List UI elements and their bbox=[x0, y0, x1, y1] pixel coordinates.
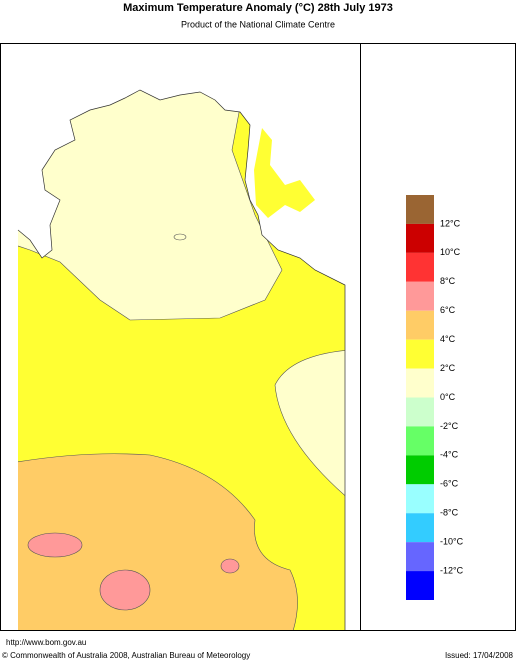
legend-label: -6°C bbox=[440, 479, 459, 489]
legend-swatch bbox=[406, 195, 434, 224]
legend-swatch bbox=[406, 484, 434, 514]
region bbox=[18, 453, 298, 630]
legend-swatch bbox=[406, 571, 434, 600]
region bbox=[274, 349, 345, 501]
legend-swatch bbox=[406, 542, 434, 572]
legend-swatch bbox=[406, 368, 434, 398]
legend-swatch bbox=[406, 339, 434, 369]
subtitle: Product of the National Climate Centre bbox=[181, 19, 335, 29]
legend-swatch bbox=[406, 513, 434, 543]
legend-label: 2°C bbox=[440, 363, 456, 373]
legend-swatch bbox=[406, 223, 434, 253]
coastline bbox=[17, 89, 346, 630]
copyright: © Commonwealth of Australia 2008, Austra… bbox=[2, 651, 250, 660]
legend-swatch bbox=[406, 281, 434, 311]
title: Maximum Temperature Anomaly (°C) 28th Ju… bbox=[123, 2, 393, 14]
region bbox=[27, 532, 83, 558]
legend-label: 0°C bbox=[440, 392, 456, 402]
source-url: http://www.bom.gov.au bbox=[6, 638, 86, 647]
map bbox=[18, 90, 345, 630]
legend-swatch bbox=[406, 252, 434, 282]
legend-swatch bbox=[406, 426, 434, 456]
legend-swatch bbox=[406, 310, 434, 340]
legend-label: 10°C bbox=[440, 247, 461, 257]
legend-label: 6°C bbox=[440, 305, 456, 315]
legend-label: -2°C bbox=[440, 421, 459, 431]
legend-label: 4°C bbox=[440, 334, 456, 344]
legend-label: -8°C bbox=[440, 508, 459, 518]
region bbox=[173, 233, 187, 241]
legend-swatch bbox=[406, 455, 434, 485]
legend-label: -4°C bbox=[440, 450, 459, 460]
region bbox=[220, 558, 240, 574]
legend-label: -12°C bbox=[440, 565, 464, 575]
legend-label: 8°C bbox=[440, 276, 456, 286]
legend-swatch bbox=[406, 397, 434, 427]
region bbox=[99, 569, 151, 611]
legend-label: -10°C bbox=[440, 537, 464, 547]
issued-date: Issued: 17/04/2008 bbox=[445, 651, 514, 660]
region bbox=[18, 90, 283, 321]
legend-label: 12°C bbox=[440, 218, 461, 228]
legend: 12°C 10°C 8°C 6°C 4°C 2°C 0°C -2°C -4°C -6°C -8°C -… bbox=[406, 195, 464, 600]
